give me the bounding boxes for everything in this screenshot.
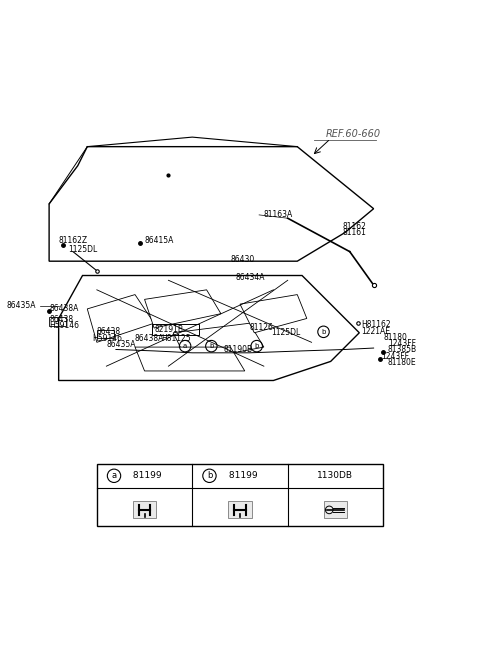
Text: 86435A: 86435A [107, 340, 136, 349]
Text: 1243FF: 1243FF [388, 339, 416, 348]
Text: b: b [209, 343, 214, 349]
Text: 1130DB: 1130DB [317, 471, 353, 480]
Text: a: a [111, 471, 117, 480]
Bar [97, 330, 114, 338]
Bar [49, 317, 66, 325]
Text: 1125DL: 1125DL [68, 245, 97, 255]
Polygon shape [135, 347, 245, 371]
Text: 86438A: 86438A [49, 304, 79, 314]
Bar [97, 464, 383, 526]
Text: 86430: 86430 [230, 255, 255, 264]
Polygon shape [144, 290, 221, 328]
Polygon shape [87, 295, 154, 342]
Text: 81161: 81161 [343, 228, 366, 237]
Text: 86435A: 86435A [6, 301, 36, 310]
Text: 86434A: 86434A [235, 274, 265, 282]
Text: 81190B: 81190B [223, 346, 252, 354]
Bar [132, 501, 156, 518]
Text: 81199: 81199 [226, 471, 257, 480]
Text: H59146: H59146 [92, 334, 122, 343]
Text: 1125DL: 1125DL [271, 328, 300, 337]
Text: 81180: 81180 [383, 333, 407, 342]
Text: a: a [183, 343, 187, 349]
Polygon shape [240, 295, 307, 333]
Text: 86438: 86438 [97, 327, 121, 337]
Text: REF.60-660: REF.60-660 [326, 129, 381, 140]
Text: 81126: 81126 [250, 323, 274, 331]
Text: 86438: 86438 [49, 315, 73, 324]
Text: 1243FF: 1243FF [381, 352, 409, 361]
Text: b: b [207, 471, 212, 480]
Text: H59146: H59146 [49, 321, 79, 330]
Text: H81125: H81125 [161, 334, 191, 343]
Polygon shape [173, 323, 264, 361]
Text: 81385B: 81385B [388, 346, 417, 354]
Bar [228, 501, 252, 518]
Text: 81180E: 81180E [388, 358, 417, 367]
Text: 81162Z: 81162Z [59, 236, 88, 245]
Text: b: b [321, 329, 326, 335]
Text: 86438A: 86438A [134, 334, 163, 343]
Text: 81163A: 81163A [264, 210, 293, 219]
Text: 82191B: 82191B [154, 325, 183, 334]
Text: 81199: 81199 [130, 471, 162, 480]
Text: 86415A: 86415A [144, 236, 174, 245]
Text: 1221AE: 1221AE [362, 327, 391, 337]
Text: H81162: H81162 [362, 319, 391, 329]
Text: b: b [254, 343, 259, 349]
Text: 81162: 81162 [343, 222, 366, 231]
Bar [324, 501, 348, 518]
Bar [152, 324, 199, 335]
